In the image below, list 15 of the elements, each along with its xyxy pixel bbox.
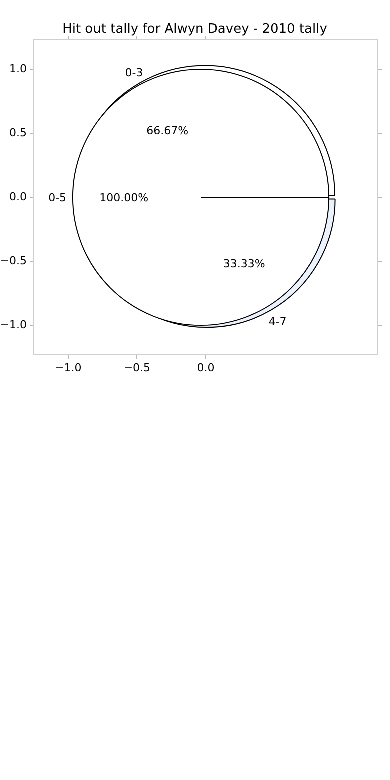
data-label: 33.33%: [223, 258, 266, 271]
x-tick-label: 0.0: [197, 361, 215, 374]
x-tick-label: −0.5: [124, 361, 151, 374]
x-tick-label: −1.0: [55, 361, 82, 374]
data-label: 100.00%: [100, 191, 149, 204]
y-tick-label: 0.0: [10, 190, 27, 204]
slice-label: 4-7: [268, 315, 287, 328]
y-tick-label: 0.5: [10, 126, 27, 140]
slice-label: 0-3: [125, 66, 144, 80]
chart-title: Hit out tally for Alwyn Davey - 2010 tally: [62, 22, 328, 37]
y-tick-label: −1.0: [0, 318, 27, 332]
y-tick-label: −0.5: [0, 254, 27, 268]
data-label: 66.67%: [146, 124, 189, 138]
y-tick-label: 1.0: [10, 62, 27, 76]
slice-label: 0-5: [48, 191, 67, 204]
